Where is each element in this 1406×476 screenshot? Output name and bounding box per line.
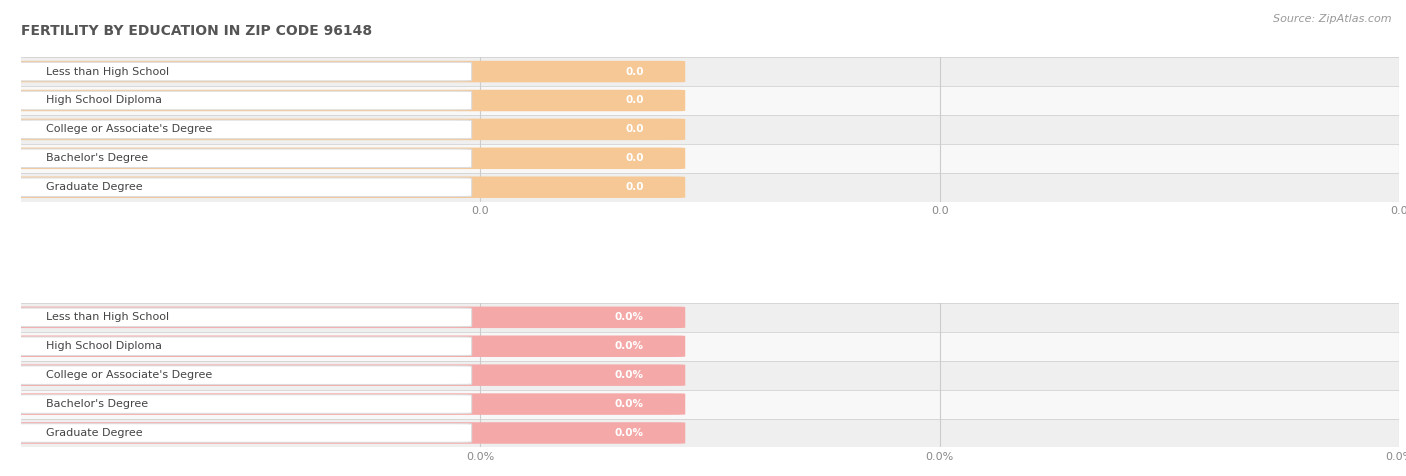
FancyBboxPatch shape (11, 422, 685, 444)
FancyBboxPatch shape (11, 120, 471, 139)
FancyBboxPatch shape (11, 119, 685, 140)
FancyBboxPatch shape (11, 366, 471, 385)
FancyBboxPatch shape (11, 336, 685, 357)
Text: Graduate Degree: Graduate Degree (46, 428, 142, 438)
FancyBboxPatch shape (11, 178, 471, 197)
Bar (21, 173, 1399, 202)
FancyBboxPatch shape (11, 307, 685, 328)
Text: 0.0: 0.0 (626, 153, 644, 163)
Text: Graduate Degree: Graduate Degree (46, 182, 142, 192)
Text: 0.0: 0.0 (626, 67, 644, 77)
Bar (21, 390, 1399, 418)
Bar (21, 418, 1399, 447)
Bar (21, 57, 1399, 86)
FancyBboxPatch shape (11, 148, 685, 169)
FancyBboxPatch shape (11, 365, 685, 386)
Text: College or Associate's Degree: College or Associate's Degree (46, 370, 212, 380)
Text: 0.0%: 0.0% (614, 341, 644, 351)
Text: 0.0: 0.0 (626, 182, 644, 192)
FancyBboxPatch shape (11, 337, 471, 356)
FancyBboxPatch shape (11, 308, 471, 327)
Text: 0.0: 0.0 (626, 96, 644, 106)
Bar (21, 86, 1399, 115)
Bar (21, 332, 1399, 361)
Text: Bachelor's Degree: Bachelor's Degree (46, 153, 148, 163)
Bar (21, 303, 1399, 332)
Text: Less than High School: Less than High School (46, 67, 169, 77)
Text: 0.0: 0.0 (626, 124, 644, 134)
FancyBboxPatch shape (11, 393, 685, 415)
Text: 0.0%: 0.0% (614, 312, 644, 322)
Text: 0.0%: 0.0% (614, 399, 644, 409)
FancyBboxPatch shape (11, 177, 685, 198)
Bar (21, 144, 1399, 173)
FancyBboxPatch shape (11, 424, 471, 442)
Bar (21, 115, 1399, 144)
FancyBboxPatch shape (11, 91, 471, 110)
FancyBboxPatch shape (11, 90, 685, 111)
Text: FERTILITY BY EDUCATION IN ZIP CODE 96148: FERTILITY BY EDUCATION IN ZIP CODE 96148 (21, 24, 373, 38)
FancyBboxPatch shape (11, 395, 471, 413)
Bar (21, 361, 1399, 390)
FancyBboxPatch shape (11, 62, 471, 81)
FancyBboxPatch shape (11, 61, 685, 82)
Text: 0.0%: 0.0% (614, 428, 644, 438)
FancyBboxPatch shape (11, 149, 471, 168)
Text: 0.0%: 0.0% (614, 370, 644, 380)
Text: College or Associate's Degree: College or Associate's Degree (46, 124, 212, 134)
Text: Source: ZipAtlas.com: Source: ZipAtlas.com (1274, 14, 1392, 24)
Text: Less than High School: Less than High School (46, 312, 169, 322)
Text: High School Diploma: High School Diploma (46, 341, 162, 351)
Text: High School Diploma: High School Diploma (46, 96, 162, 106)
Text: Bachelor's Degree: Bachelor's Degree (46, 399, 148, 409)
